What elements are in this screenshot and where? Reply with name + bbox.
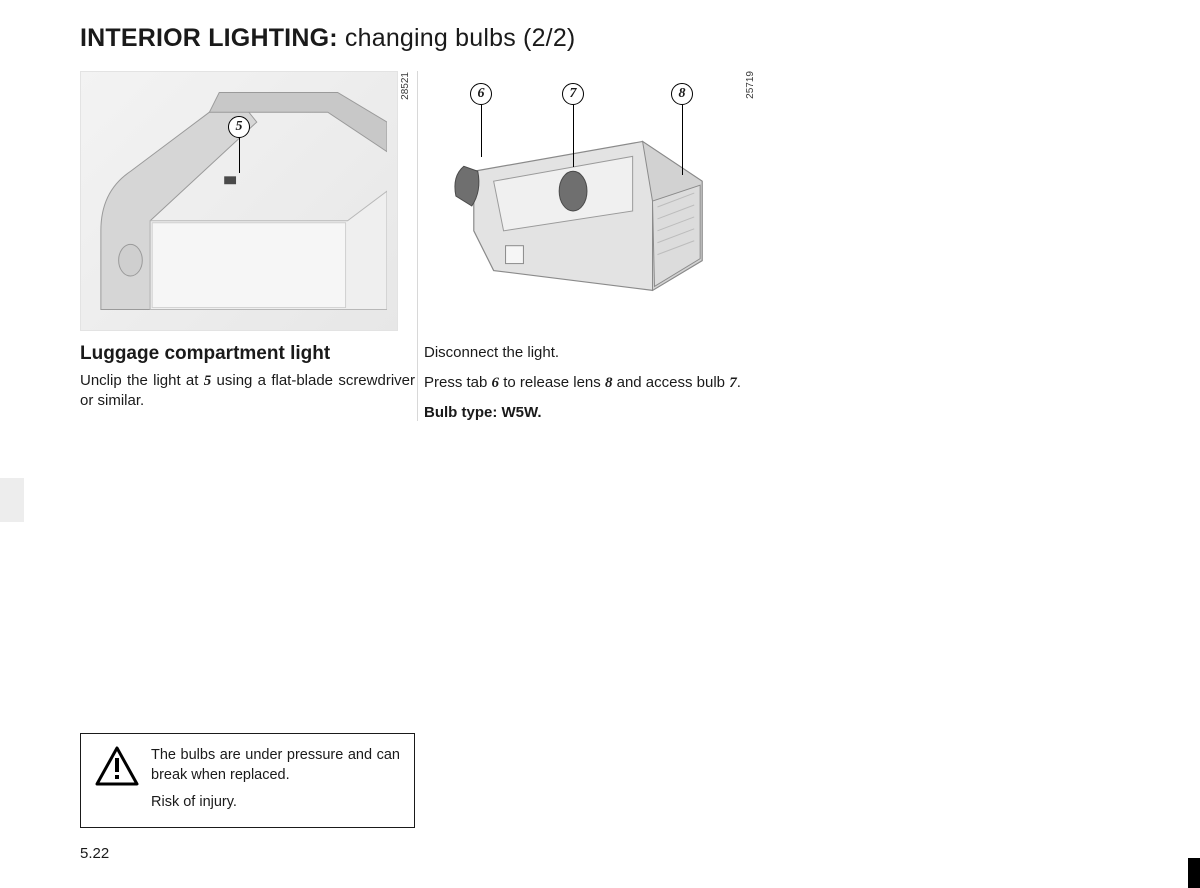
warning-p1: The bulbs are under pres­sure and can br… xyxy=(151,746,400,785)
callout-7-leader xyxy=(573,105,574,167)
column-divider xyxy=(417,71,418,421)
text: and access bulb xyxy=(612,374,729,391)
callout-6-leader xyxy=(481,105,482,157)
callout-8-label: 8 xyxy=(679,86,686,102)
text: . xyxy=(737,374,741,391)
warning-box: The bulbs are under pres­sure and can br… xyxy=(80,733,415,828)
warning-text: The bulbs are under pres­sure and can br… xyxy=(151,746,400,813)
warning-p2: Risk of injury. xyxy=(151,793,400,813)
callout-7-label: 7 xyxy=(570,86,577,102)
col2-instructions: Disconnect the light. Press tab 6 to rel… xyxy=(424,343,759,421)
title-sub: changing bulbs xyxy=(345,24,523,52)
column-2: 25719 xyxy=(424,71,759,421)
figure-2: 25719 xyxy=(424,71,742,331)
col2-paragraph-2: Press tab 6 to release lens 8 and access… xyxy=(424,373,759,393)
text: Unclip the light at xyxy=(80,372,204,389)
text: to release lens xyxy=(499,374,605,391)
column-1: 28521 5 Luggage compartment lig xyxy=(80,71,415,421)
page-number: 5.22 xyxy=(80,845,109,862)
title-main: INTERIOR LIGHTING: xyxy=(80,24,345,52)
callout-6-label: 6 xyxy=(478,86,485,102)
page-title: INTERIOR LIGHTING: changing bulbs (2/2) xyxy=(80,24,1140,53)
columns: 28521 5 Luggage compartment lig xyxy=(80,71,1140,421)
ref-6: 6 xyxy=(492,375,500,391)
figure-1: 28521 5 xyxy=(80,71,398,331)
page: INTERIOR LIGHTING: changing bulbs (2/2) … xyxy=(0,0,1200,888)
figure-2-illustration xyxy=(444,111,722,301)
callout-5-label: 5 xyxy=(236,119,243,135)
warning-icon xyxy=(95,746,139,793)
figure-2-id: 25719 xyxy=(745,71,756,99)
callout-5: 5 xyxy=(228,116,250,138)
callout-7: 7 xyxy=(562,83,584,105)
col1-paragraph-1: Unclip the light at 5 using a flat-blade… xyxy=(80,371,415,412)
col2-paragraph-1: Disconnect the light. xyxy=(424,343,759,363)
callout-5-leader xyxy=(239,138,240,173)
callout-8: 8 xyxy=(671,83,693,105)
figure-1-id: 28521 xyxy=(400,72,411,100)
text: Press tab xyxy=(424,374,492,391)
ref-7: 7 xyxy=(729,375,737,391)
callout-6: 6 xyxy=(470,83,492,105)
section-heading: Luggage compartment light xyxy=(80,343,415,365)
title-part: (2/2) xyxy=(523,24,575,52)
bulb-type: Bulb type: W5W. xyxy=(424,404,759,421)
callout-8-leader xyxy=(682,105,683,175)
